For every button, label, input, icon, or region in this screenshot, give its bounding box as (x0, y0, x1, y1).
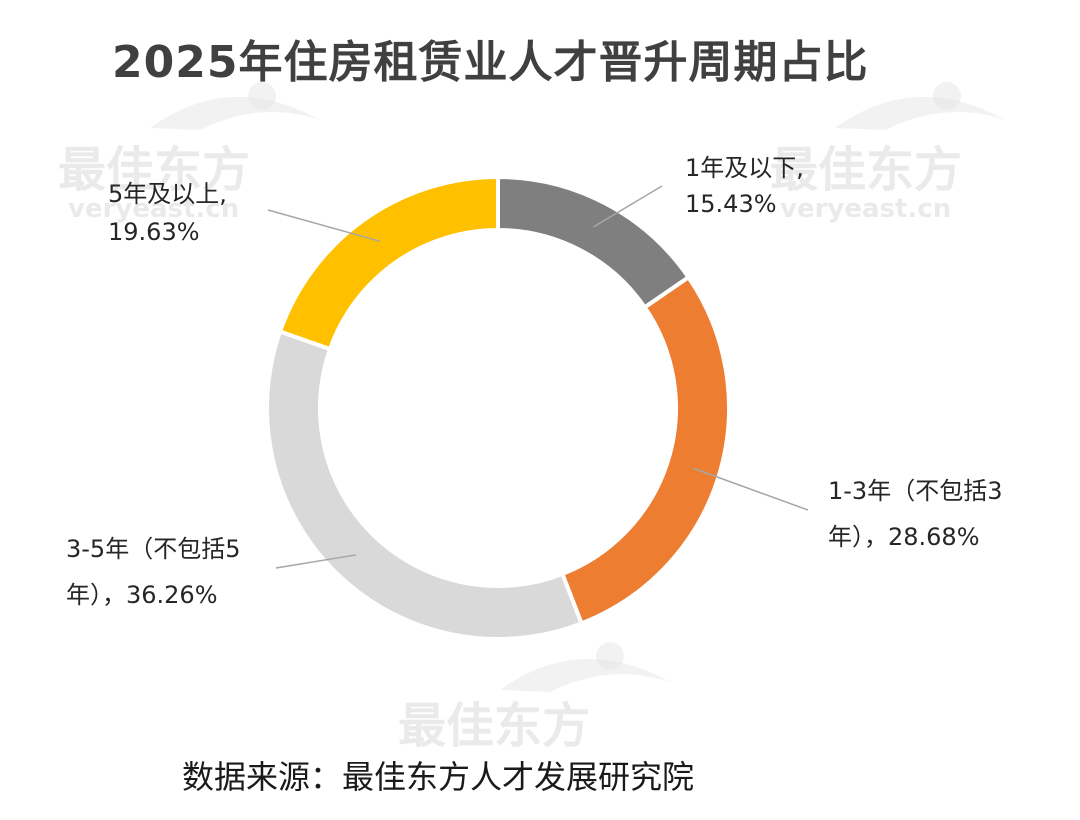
donut-slice (496, 174, 692, 311)
watermark-bottom: 最佳东方 (398, 642, 670, 754)
donut-slice (265, 328, 585, 641)
watermark-brand: 最佳东方 (770, 142, 962, 198)
watermark-logo-shape (500, 658, 670, 692)
data-label-line: 15.43% (685, 190, 777, 218)
data-label-line: 3-5年（不包括5 (66, 535, 240, 563)
donut-slice (277, 174, 500, 352)
leader-line (693, 467, 809, 511)
leader-line (592, 185, 663, 228)
data-label: 1年及以下, 15.43% (685, 154, 804, 218)
data-label: 5年及以上, 19.63% (108, 180, 227, 246)
watermark-logo-shape (150, 96, 320, 130)
data-labels: 1年及以下, 15.43% 1-3年（不包括3 年），28.68% 3-5年（不包括5 年… (66, 154, 1002, 609)
chart-title: 2025年住房租赁业人才晋升周期占比 (112, 37, 869, 88)
watermark-brand: 最佳东方 (398, 698, 590, 754)
watermark-url: veryeast.cn (780, 194, 951, 224)
watermark-top-right: 最佳东方 veryeast.cn (770, 82, 1005, 224)
donut-slice (559, 274, 731, 626)
data-label: 3-5年（不包括5 年），36.26% (66, 535, 240, 609)
leader-line (267, 209, 380, 242)
leader-line (275, 554, 356, 569)
data-label-line: 5年及以上, (108, 180, 227, 208)
watermark-url: veryeast.cn (68, 194, 239, 224)
watermark-logo-dot (933, 82, 961, 110)
watermark-logo-dot (248, 82, 276, 110)
leader-lines (267, 185, 809, 569)
watermark-logo-shape (835, 96, 1005, 130)
watermark-top-left: 最佳东方 veryeast.cn (58, 82, 320, 224)
watermark-logo-dot (596, 642, 624, 670)
watermark-brand: 最佳东方 (58, 142, 250, 198)
data-label: 1-3年（不包括3 年），28.68% (828, 477, 1002, 551)
data-source: 数据来源：最佳东方人才发展研究院 (182, 758, 695, 796)
data-label-line: 年），36.26% (66, 581, 218, 609)
donut-chart (265, 174, 731, 641)
data-label-line: 1-3年（不包括3 (828, 477, 1002, 505)
data-label-line: 1年及以下, (685, 154, 804, 182)
data-label-line: 年），28.68% (828, 523, 980, 551)
data-label-line: 19.63% (108, 218, 200, 246)
